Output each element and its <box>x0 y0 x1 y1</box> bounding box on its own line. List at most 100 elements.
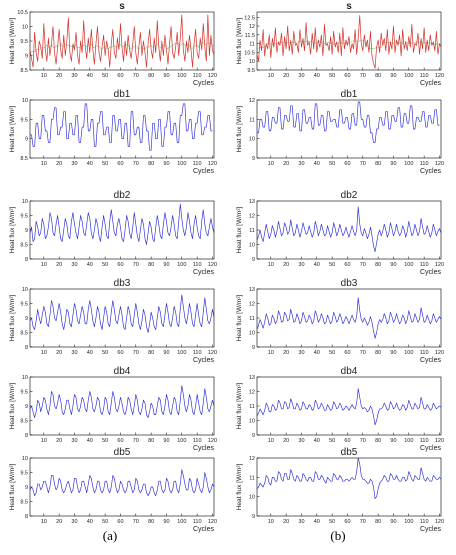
x-tick-label: 40 <box>314 519 320 525</box>
x-tick-label: 100 <box>404 350 413 356</box>
x-tick-label: 120 <box>435 519 444 525</box>
plot-frame <box>256 200 442 260</box>
x-tick-label: 70 <box>133 519 139 525</box>
x-tick-label: 50 <box>329 262 335 268</box>
subplot-title: db1 <box>114 89 131 100</box>
x-tick-label: 80 <box>148 519 154 525</box>
x-axis-label: Cycles <box>193 168 215 175</box>
series-line <box>256 206 442 253</box>
y-axis-label: Heat flux [W/m²] <box>9 295 16 342</box>
series-line <box>256 388 442 426</box>
plot-frame <box>29 288 215 348</box>
y-axis-label: Heat flux [W/m²] <box>9 383 16 430</box>
x-tick-label: 100 <box>177 161 186 167</box>
y-tick-label: 9 <box>252 433 255 439</box>
trend-line <box>29 42 215 54</box>
y-tick-label: 8.5 <box>20 331 28 337</box>
subplot-a-db5: db5 8 8.5 9 9.5 10 10 20 30 40 50 60 70 80 90 100 110 120… <box>9 447 217 533</box>
plot-frame <box>256 99 442 159</box>
y-tick-label: 8.5 <box>20 156 28 162</box>
y-tick-label: 9.5 <box>20 471 28 477</box>
x-tick-label: 40 <box>87 519 93 525</box>
x-tick-label: 110 <box>193 161 202 167</box>
x-tick-label: 40 <box>87 161 93 167</box>
x-tick-label: 10 <box>41 262 47 268</box>
x-tick-label: 60 <box>117 350 123 356</box>
x-tick-label: 110 <box>420 73 429 79</box>
x-tick-label: 90 <box>163 262 169 268</box>
x-tick-label: 20 <box>56 262 62 268</box>
y-tick-label: 9 <box>25 316 28 322</box>
y-tick-label: 12 <box>249 24 255 30</box>
x-tick-label: 80 <box>148 161 154 167</box>
x-tick-label: 70 <box>360 438 366 444</box>
x-tick-label: 120 <box>208 262 217 268</box>
subplot-title: db2 <box>341 190 358 201</box>
plot-frame <box>29 376 215 436</box>
series-line <box>256 15 442 69</box>
y-axis-label: Heat flux [W/m²] <box>9 207 16 254</box>
x-tick-label: 10 <box>41 519 47 525</box>
x-tick-label: 90 <box>390 519 396 525</box>
y-axis-label: Heat flux [W/m²] <box>9 464 16 511</box>
y-tick-label: 9.5 <box>20 117 28 123</box>
x-tick-label: 40 <box>314 161 320 167</box>
y-tick-label: 8 <box>25 433 28 439</box>
x-tick-label: 60 <box>117 73 123 79</box>
x-tick-label: 100 <box>404 438 413 444</box>
y-tick-label: 10 <box>22 98 28 104</box>
x-tick-label: 10 <box>268 350 274 356</box>
y-tick-label: 11 <box>249 42 255 48</box>
x-tick-label: 10 <box>268 73 274 79</box>
x-tick-label: 80 <box>148 73 154 79</box>
x-tick-label: 70 <box>360 350 366 356</box>
x-axis-label: Cycles <box>193 80 215 87</box>
x-tick-label: 30 <box>298 519 304 525</box>
x-tick-label: 80 <box>148 350 154 356</box>
x-tick-label: 50 <box>102 161 108 167</box>
x-tick-label: 90 <box>390 350 396 356</box>
series-line <box>257 101 440 143</box>
x-tick-label: 110 <box>420 438 429 444</box>
x-tick-label: 50 <box>329 161 335 167</box>
x-tick-label: 50 <box>102 73 108 79</box>
x-tick-label: 60 <box>344 262 350 268</box>
x-tick-label: 30 <box>71 519 77 525</box>
x-tick-label: 20 <box>283 161 289 167</box>
x-tick-label: 40 <box>314 350 320 356</box>
x-tick-label: 30 <box>298 262 304 268</box>
subplot-title: s <box>346 1 352 12</box>
x-tick-label: 50 <box>329 519 335 525</box>
y-tick-label: 11.5 <box>245 33 255 39</box>
y-tick-label: 12 <box>249 302 255 308</box>
subplot-title: s <box>119 1 125 12</box>
x-tick-label: 100 <box>177 519 186 525</box>
x-tick-label: 110 <box>420 350 429 356</box>
x-tick-label: 80 <box>375 161 381 167</box>
x-tick-label: 60 <box>344 161 350 167</box>
y-tick-label: 9.5 <box>247 68 255 74</box>
y-tick-label: 9.5 <box>20 390 28 396</box>
x-tick-label: 110 <box>193 73 202 79</box>
subplot-b-db3: db3 9 10 11 12 13 10 20 30 40 50 60 70 80 90 100 110 120C… <box>236 278 444 364</box>
x-tick-label: 100 <box>404 262 413 268</box>
x-tick-label: 20 <box>283 350 289 356</box>
x-tick-label: 40 <box>87 350 93 356</box>
x-tick-label: 60 <box>117 161 123 167</box>
y-tick-label: 12 <box>249 98 255 104</box>
x-axis-label: Cycles <box>420 168 442 175</box>
x-tick-label: 60 <box>344 519 350 525</box>
x-tick-label: 100 <box>177 350 186 356</box>
x-tick-label: 30 <box>71 262 77 268</box>
x-tick-label: 30 <box>298 73 304 79</box>
x-tick-label: 120 <box>208 350 217 356</box>
y-tick-label: 9 <box>252 156 255 162</box>
x-tick-label: 10 <box>268 161 274 167</box>
x-tick-label: 110 <box>420 262 429 268</box>
x-tick-label: 60 <box>117 262 123 268</box>
x-axis-label: Cycles <box>193 269 215 276</box>
x-tick-label: 100 <box>404 73 413 79</box>
series-line <box>29 14 215 68</box>
x-tick-label: 90 <box>163 73 169 79</box>
